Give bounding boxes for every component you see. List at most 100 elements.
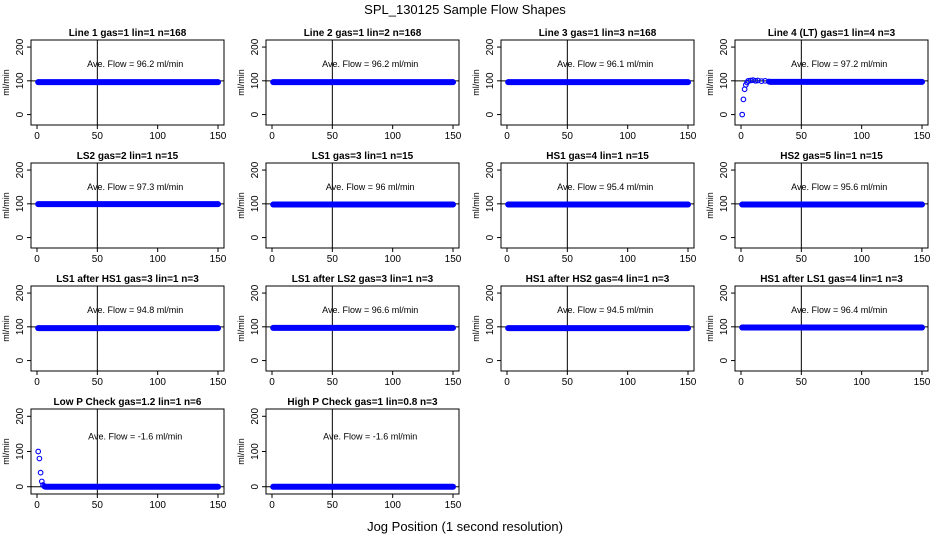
x-tick-label: 100 [619,131,636,142]
x-tick-label: 100 [149,500,166,511]
x-tick-label: 0 [34,254,40,265]
average-flow-annotation: Ave. Flow = 95.4 ml/min [557,182,653,192]
x-tick-label: 50 [796,377,808,388]
data-point [919,201,925,208]
chart-panel: High P Check gas=1 lin=0.8 n=3 0 50 100 150 0… [236,397,462,511]
y-axis-label: ml/min [1,69,11,96]
data-point [739,201,746,208]
data-point [37,469,44,476]
plot-frame [500,285,695,372]
x-tick-label: 150 [210,377,227,388]
chart-panel: LS1 after HS1 gas=3 lin=1 n=3 0 50 100 150 0 1… [1,274,227,388]
x-tick-label: 100 [853,377,870,388]
panel-title: LS1 after LS2 gas=3 lin=1 n=3 [292,274,434,285]
figure-title: SPL_130125 Sample Flow Shapes [364,2,566,17]
panel-title: HS2 gas=5 lin=1 n=15 [780,151,883,162]
x-tick-label: 100 [619,254,636,265]
y-tick-label: 0 [719,357,730,363]
plot-frame [734,162,929,249]
y-tick-label: 200 [719,284,730,301]
chart-panel: HS1 after LS1 gas=4 lin=1 n=3 0 50 100 150 0 1… [705,274,931,388]
panel-title: LS1 gas=3 lin=1 n=15 [312,151,414,162]
x-tick-label: 50 [562,254,574,265]
data-point [762,77,768,84]
x-tick-label: 0 [269,254,275,265]
y-tick-label: 200 [15,161,26,178]
average-flow-annotation: Ave. Flow = 97.3 ml/min [87,182,183,192]
panel-title: LS1 after HS1 gas=3 lin=1 n=3 [56,274,199,285]
panel-title: HS1 gas=4 lin=1 n=15 [546,151,649,162]
panel-title: LS2 gas=2 lin=1 n=15 [77,151,179,162]
panel-title: Line 2 gas=1 lin=2 n=168 [304,28,422,39]
x-tick-label: 150 [445,500,462,511]
x-tick-label: 50 [327,131,339,142]
y-axis-label: ml/min [705,69,715,96]
x-tick-label: 50 [562,377,574,388]
data-point [215,79,221,86]
y-tick-label: 100 [485,195,496,212]
plot-frame [30,285,225,372]
data-point [215,201,221,207]
y-tick-label: 0 [15,111,26,117]
average-flow-annotation: Ave. Flow = 94.5 ml/min [557,305,653,315]
plot-frame [265,39,460,126]
average-flow-annotation: Ave. Flow = 96.2 ml/min [322,59,418,69]
x-tick-label: 150 [445,377,462,388]
y-tick-label: 200 [15,38,26,55]
data-point [739,324,746,331]
average-flow-annotation: Ave. Flow = 94.8 ml/min [87,305,183,315]
x-tick-label: 0 [269,377,275,388]
y-axis-label: ml/min [705,192,715,219]
panel-title: Line 3 gas=1 lin=3 n=168 [539,28,657,39]
x-tick-label: 50 [327,377,339,388]
x-tick-label: 50 [327,254,339,265]
x-tick-label: 150 [445,254,462,265]
chart-panel: Line 2 gas=1 lin=2 n=168 0 50 100 150 0 100 200… [236,28,462,142]
data-point [270,201,277,208]
y-tick-label: 100 [15,318,26,335]
chart-panel: Line 4 (LT) gas=1 lin=4 n=3 0 50 100 150 0 100… [705,28,931,142]
data-point [270,324,277,331]
y-tick-label: 0 [15,234,26,240]
plot-frame [30,408,225,495]
x-tick-label: 150 [210,131,227,142]
x-tick-label: 150 [680,377,697,388]
y-tick-label: 100 [485,72,496,89]
y-tick-label: 100 [15,443,26,460]
y-axis-label: ml/min [236,192,246,219]
data-point [685,201,691,208]
plot-frame [265,285,460,372]
data-point [35,201,42,207]
data-point [505,325,512,332]
x-tick-label: 50 [562,131,574,142]
average-flow-annotation: Ave. Flow = 96 ml/min [326,182,415,192]
data-point [35,325,42,332]
y-axis-label: ml/min [236,438,246,465]
x-tick-label: 150 [680,254,697,265]
y-tick-label: 0 [485,111,496,117]
y-tick-label: 0 [15,357,26,363]
y-axis-label: ml/min [471,315,481,342]
data-point [38,478,45,485]
x-axis-label: Jog Position (1 second resolution) [367,519,563,534]
x-tick-label: 0 [504,377,510,388]
panel-title: Line 4 (LT) gas=1 lin=4 n=3 [768,28,896,39]
y-axis-label: ml/min [705,315,715,342]
y-tick-label: 100 [719,72,730,89]
y-tick-label: 100 [250,318,261,335]
y-tick-label: 100 [15,72,26,89]
y-tick-label: 0 [485,357,496,363]
y-tick-label: 100 [719,318,730,335]
data-point [765,78,772,85]
average-flow-annotation: Ave. Flow = 97.2 ml/min [791,59,887,69]
y-axis-label: ml/min [236,315,246,342]
plot-frame [734,39,929,126]
y-axis-label: ml/min [1,438,11,465]
plot-frame [500,39,695,126]
data-point [36,455,43,462]
x-tick-label: 100 [853,131,870,142]
x-tick-label: 150 [210,254,227,265]
chart-panel: Low P Check gas=1.2 lin=1 n=6 0 50 100 150 0 1… [1,397,227,511]
x-tick-label: 0 [504,131,510,142]
x-tick-label: 150 [445,131,462,142]
